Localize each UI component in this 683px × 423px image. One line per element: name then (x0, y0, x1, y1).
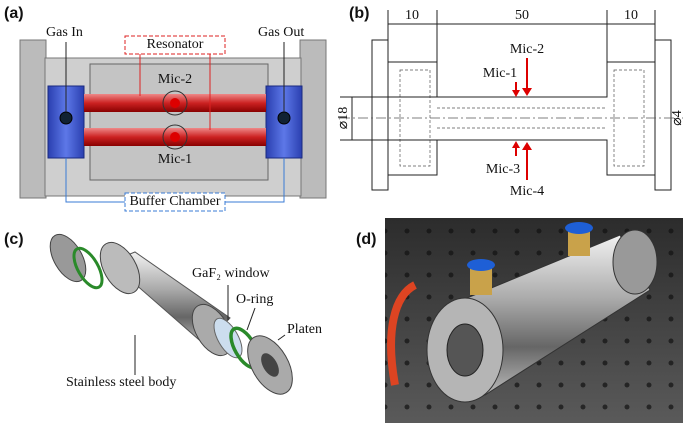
panel-d: (d) (350, 218, 683, 423)
label: Mic-1 (483, 66, 517, 81)
label: Stainless steel body (66, 375, 176, 390)
fitting-cap (467, 259, 495, 271)
arrowhead (512, 141, 520, 148)
platen-left (43, 228, 93, 287)
flange-left (20, 40, 46, 198)
label: Mic-1 (158, 152, 192, 167)
outline-bottom (388, 140, 655, 175)
panel-label: (a) (4, 5, 24, 22)
label: Platen (287, 322, 322, 337)
panel-b: (b) 10 50 10 ⌀18 ⌀4 Mic-2 Mic-1 Mic-3 Mi… (336, 5, 683, 199)
label: Gas In (46, 25, 83, 40)
dimension: 10 (624, 8, 638, 23)
dimension: 50 (515, 8, 529, 23)
dimension: ⌀4 (670, 110, 683, 125)
label: Mic-3 (486, 162, 520, 177)
label: O-ring (236, 292, 273, 307)
window (447, 324, 483, 376)
end-flange (613, 230, 657, 294)
label: GaF₂ window (192, 266, 270, 281)
leader (247, 308, 255, 330)
label: Gas Out (258, 25, 304, 40)
mic-dot (170, 98, 180, 108)
label: Resonator (147, 37, 204, 52)
port-in (60, 112, 72, 124)
dimension: 10 (405, 8, 419, 23)
figure: (a) Gas In Gas Out Resonator Mic-2 Mic-1… (0, 0, 683, 423)
dimension: ⌀18 (336, 107, 351, 129)
panel-label: (d) (356, 231, 376, 248)
port-out (278, 112, 290, 124)
panel-c: (c) GaF₂ window O-ring Platen Stainless … (4, 228, 322, 401)
panel-a: (a) Gas In Gas Out Resonator Mic-2 Mic-1… (4, 5, 326, 211)
panel-label: (c) (4, 231, 24, 248)
label: Mic-4 (510, 184, 544, 199)
outline-top (388, 62, 655, 97)
mic-dot (170, 132, 180, 142)
flange-left (372, 40, 388, 190)
flange-right (300, 40, 326, 198)
label: Mic-2 (510, 42, 544, 57)
leader (278, 335, 285, 340)
label: Mic-2 (158, 72, 192, 87)
flange-right (655, 40, 671, 190)
arrowhead (512, 90, 520, 97)
label: Buffer Chamber (129, 194, 220, 209)
arrowhead (522, 142, 532, 150)
panel-label: (b) (349, 5, 369, 22)
fitting-cap (565, 222, 593, 234)
arrowhead (522, 88, 532, 96)
